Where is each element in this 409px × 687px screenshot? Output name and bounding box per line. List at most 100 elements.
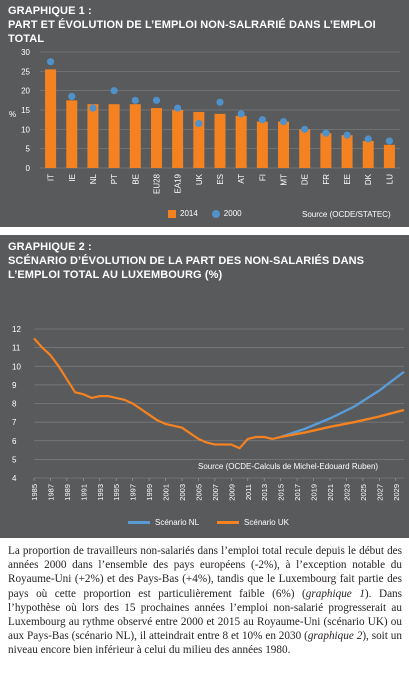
x-tick-label: MT	[280, 174, 289, 186]
x-tick-label: EA19	[174, 173, 183, 193]
x-tick-label: IT	[47, 174, 56, 181]
paragraph-ref-graph2: graphique 2	[307, 630, 363, 643]
bar-2014	[320, 133, 332, 168]
bar-2014	[383, 144, 395, 168]
x-tick-label: EE	[343, 174, 352, 185]
y-tick-label: 25	[21, 67, 30, 76]
graph2-title-line2: SCÉNARIO D’ÉVOLUTION DE LA PART DES NON-…	[8, 255, 365, 267]
x-tick-label: 2013	[260, 484, 269, 501]
y-tick-label: 9	[12, 381, 17, 390]
graph2-legend: Scénario NL Scénario UK	[128, 518, 289, 527]
x-tick-label: DE	[301, 174, 310, 185]
bar-2014	[87, 104, 99, 168]
y-tick-label: 7	[12, 418, 17, 427]
marker-2000	[131, 96, 139, 104]
y-tick-label: 12	[12, 325, 21, 334]
y-tick-label: 15	[21, 106, 30, 115]
y-tick-label: 5	[26, 145, 31, 154]
graph1-title-line1: GRAPHIQUE 1 :	[8, 5, 92, 17]
x-tick-label: NL	[89, 173, 98, 184]
bar-2014	[129, 104, 141, 168]
graph1-source: Source (OCDE/STATEC)	[302, 210, 391, 219]
x-tick-label: BE	[131, 174, 140, 185]
x-tick-label: DK	[364, 173, 373, 185]
marker-2000	[174, 104, 182, 112]
x-tick-label: 2025	[359, 484, 368, 501]
x-tick-label: 1997	[129, 484, 138, 501]
legend-uk-label: Scénario UK	[244, 518, 289, 527]
y-tick-label: 11	[12, 344, 21, 353]
bar-2014	[341, 135, 353, 168]
bar-2014	[256, 121, 268, 168]
marker-2000	[68, 92, 76, 101]
paragraph-ref-graph1: graphique 1	[305, 587, 365, 600]
y-tick-label: 4	[12, 474, 17, 483]
x-tick-label: 1987	[46, 484, 55, 501]
x-tick-label: 1991	[79, 484, 88, 501]
graph1-title-line2: PART ET ÉVOLUTION DE L’EMPLOI NON-SALRAR…	[8, 19, 376, 45]
x-tick-label: 2023	[342, 484, 351, 501]
y-tick-label: 10	[21, 125, 30, 134]
x-tick-label: 2007	[211, 484, 220, 501]
y-tick-label: 6	[12, 437, 17, 446]
y-tick-label: 5	[12, 455, 17, 464]
x-tick-label: 2001	[162, 484, 171, 501]
bar-2014	[193, 111, 205, 168]
x-tick-label: IE	[68, 174, 77, 182]
paragraph-part1: La proportion de travailleurs non-salari…	[8, 545, 402, 600]
x-tick-label: 1995	[112, 484, 121, 501]
y-tick-label: 20	[21, 87, 30, 96]
x-tick-label: 2019	[310, 484, 319, 501]
legend-nl-label: Scénario NL	[155, 518, 200, 527]
y-tick-label: 0	[26, 164, 31, 173]
y-tick-label: 30	[21, 48, 30, 57]
history-line	[33, 337, 281, 450]
bar-2014	[45, 69, 57, 168]
y-tick-label: 10	[12, 362, 21, 371]
marker-2000	[110, 87, 118, 95]
bar-2014	[235, 115, 247, 168]
x-tick-label: 2027	[375, 484, 384, 501]
x-tick-label: 2009	[227, 484, 236, 501]
graph1-chart: 0 5 10 15 20 25 30% IT IE NL PT BE EU28 EA19 UK ES AT FI M…	[9, 48, 400, 194]
marker-2000	[279, 118, 288, 126]
y-axis-label: %	[9, 110, 16, 119]
graph2-title-line1: GRAPHIQUE 2 :	[8, 241, 92, 253]
scenario-nl-line	[280, 370, 405, 439]
marker-2000	[237, 110, 245, 118]
x-tick-label: ES	[216, 174, 225, 185]
marker-2000	[195, 119, 203, 128]
bar-2014	[108, 104, 120, 168]
x-tick-label: 1993	[96, 484, 105, 501]
paragraph-part3: ), soit un niveau encore bien inférieur …	[8, 630, 402, 657]
marker-2000	[301, 125, 309, 133]
x-tick-label: FI	[258, 174, 267, 181]
bar-2014	[150, 108, 162, 168]
bar-2014	[172, 110, 184, 168]
marker-2000	[343, 131, 351, 139]
x-tick-label: EU28	[152, 173, 161, 194]
x-tick-label: 2029	[392, 484, 401, 501]
y-tick-label: 8	[12, 400, 17, 409]
graph2-title: GRAPHIQUE 2 : SCÉNARIO D’ÉVOLUTION DE LA…	[8, 241, 364, 282]
x-tick-label: 1989	[63, 484, 72, 501]
scenario-uk-line	[280, 408, 405, 439]
graph2-source: Source (OCDE-Calculs de Michel-Edouard R…	[198, 462, 379, 471]
graph1-panel: GRAPHIQUE 1 : PART ET ÉVOLUTION DE L’EMP…	[0, 0, 409, 227]
marker-2000	[216, 98, 224, 106]
x-tick-label: 1985	[30, 484, 39, 501]
x-tick-label: PT	[110, 174, 119, 184]
bar-2014	[362, 140, 374, 168]
legend-2000-label: 2000	[223, 209, 242, 218]
x-tick-label: AT	[237, 174, 246, 184]
marker-2000	[364, 135, 372, 143]
graph1-legend: 2014 2000	[168, 209, 242, 218]
graph2-title-line3: L’EMPLOI TOTAL AU LUXEMBOURG (%)	[8, 269, 223, 281]
legend-nl-swatch	[128, 521, 150, 524]
legend-uk-swatch	[217, 521, 240, 524]
x-tick-label: 2005	[194, 484, 203, 501]
x-tick-label: 2017	[293, 484, 302, 501]
x-tick-label: 2011	[244, 484, 253, 500]
bar-2014	[66, 100, 78, 168]
x-tick-label: 2003	[178, 484, 187, 501]
